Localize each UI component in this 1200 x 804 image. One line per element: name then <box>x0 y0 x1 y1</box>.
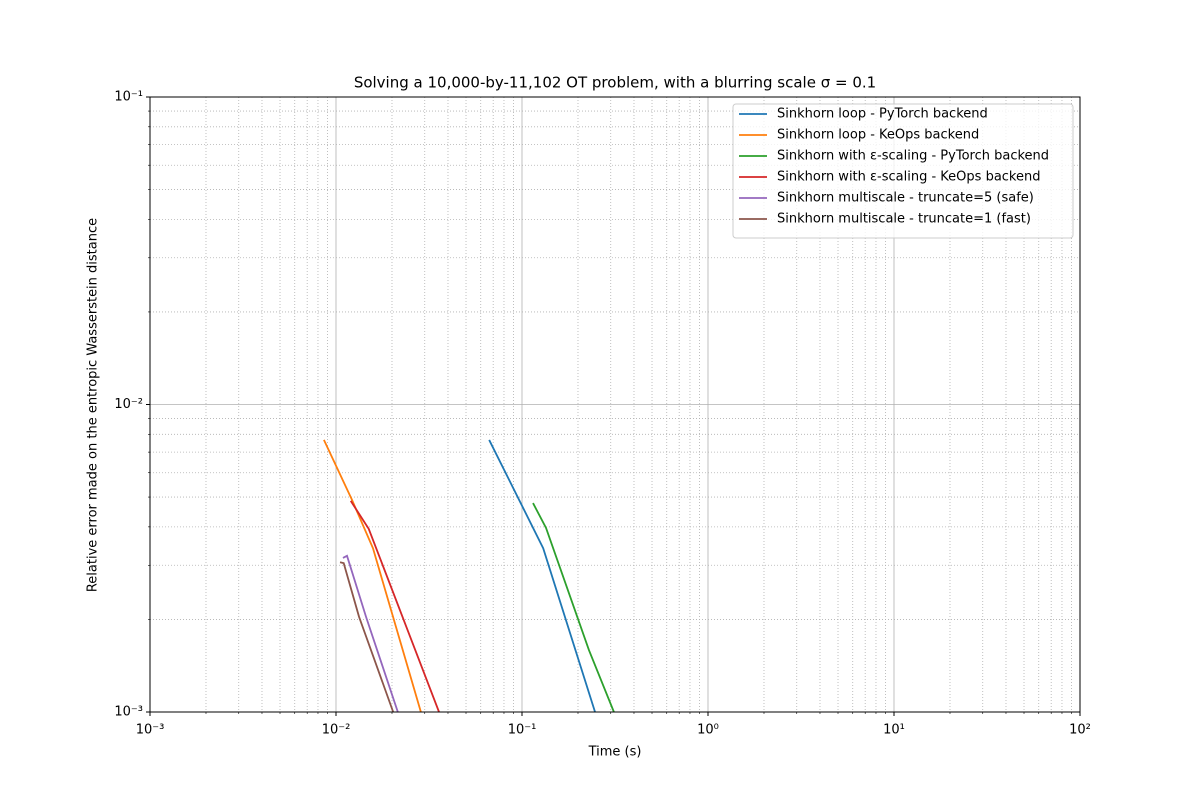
chart-title: Solving a 10,000-by-11,102 OT problem, w… <box>354 74 876 92</box>
plot-frame <box>149 96 1081 713</box>
y-tick-label: 10⁻³ <box>114 705 143 720</box>
series-line <box>488 439 596 712</box>
legend-label: Sinkhorn loop - KeOps backend <box>777 128 979 143</box>
y-tick-label: 10⁻² <box>114 397 143 412</box>
x-tick-label: 10⁻³ <box>136 723 165 738</box>
series-line <box>349 500 440 712</box>
x-tick-label: 10² <box>1069 723 1091 738</box>
x-tick-label: 10⁰ <box>697 723 719 738</box>
y-tick-label: 10⁻¹ <box>114 90 143 105</box>
x-axis-label: Time (s) <box>588 745 642 760</box>
series-line <box>532 502 615 712</box>
legend-label: Sinkhorn with ε-scaling - PyTorch backen… <box>777 149 1049 164</box>
x-tick-label: 10⁻² <box>322 723 351 738</box>
legend-label: Sinkhorn multiscale - truncate=5 (safe) <box>777 191 1034 206</box>
x-tick-label: 10¹ <box>883 723 905 738</box>
x-tick-label: 10⁻¹ <box>508 723 537 738</box>
series-line <box>342 554 399 712</box>
series-line <box>323 439 422 712</box>
y-axis-label: Relative error made on the entropic Wass… <box>86 218 101 592</box>
legend-box <box>732 103 1074 239</box>
legend-label: Sinkhorn with ε-scaling - KeOps backend <box>777 170 1041 185</box>
legend-label: Sinkhorn multiscale - truncate=1 (fast) <box>777 212 1031 227</box>
legend-label: Sinkhorn loop - PyTorch backend <box>777 107 988 122</box>
series-line <box>339 561 395 712</box>
